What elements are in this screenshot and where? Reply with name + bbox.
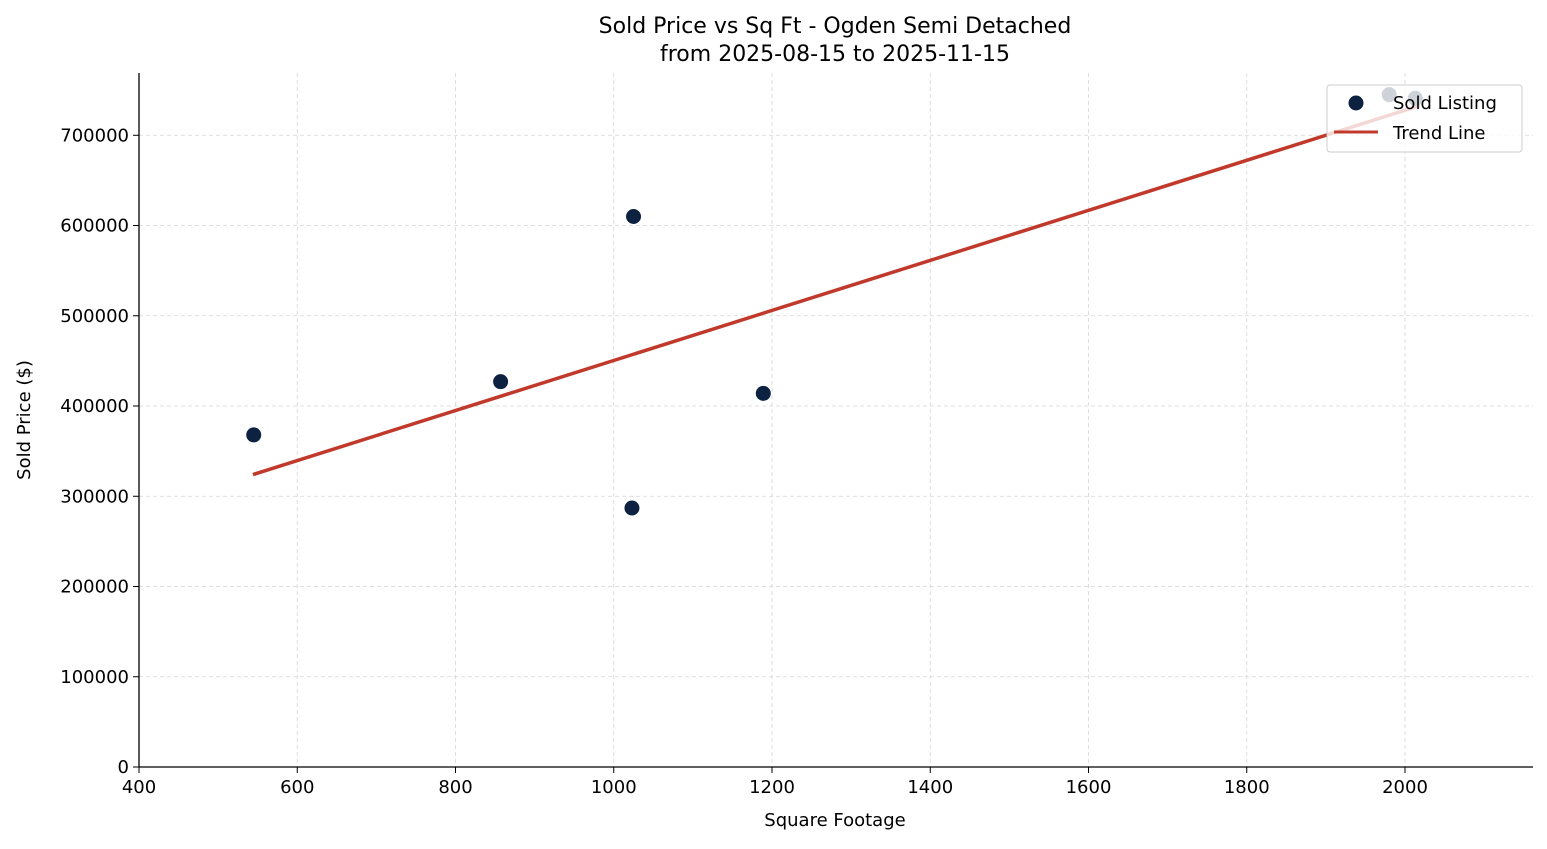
x-tick-label: 1800 [1224, 777, 1270, 798]
y-tick-label: 700000 [60, 125, 129, 146]
x-tick-label: 2000 [1382, 777, 1428, 798]
legend: Sold Listing Trend Line [1326, 84, 1523, 153]
y-tick-label: 300000 [60, 486, 129, 507]
grid [138, 73, 1533, 768]
legend-label-sold-listing: Sold Listing [1393, 93, 1497, 114]
sold-listing-point [626, 208, 642, 224]
legend-label-trend-line: Trend Line [1392, 123, 1486, 144]
sold-listing-point [246, 427, 262, 443]
trend-line [252, 103, 1421, 477]
x-axis-label: Square Footage [764, 810, 905, 831]
marks [246, 87, 1423, 516]
ticks: 400 600 800 1000 1200 1400 1600 1800 2000 0 100000… [60, 125, 1428, 798]
x-tick-label: 400 [122, 777, 156, 798]
legend-marker-sold-listing [1348, 95, 1364, 111]
y-tick-label: 400000 [60, 396, 129, 417]
chart-subtitle: from 2025-08-15 to 2025-11-15 [660, 42, 1010, 67]
x-tick-label: 800 [438, 777, 472, 798]
y-tick-label: 200000 [60, 577, 129, 598]
sold-listing-point [624, 500, 640, 516]
sold-listing-point [755, 385, 771, 401]
y-axis-label: Sold Price ($) [14, 360, 35, 480]
y-tick-label: 100000 [60, 667, 129, 688]
y-tick-label: 0 [118, 757, 129, 778]
sold-listing-point [493, 374, 509, 390]
x-tick-label: 1000 [591, 777, 637, 798]
y-tick-label: 500000 [60, 306, 129, 327]
legend-box [1326, 84, 1523, 153]
y-tick-label: 600000 [60, 216, 129, 237]
x-tick-label: 1600 [1066, 777, 1112, 798]
x-tick-label: 1400 [907, 777, 953, 798]
x-tick-label: 1200 [749, 777, 795, 798]
chart-title: Sold Price vs Sq Ft - Ogden Semi Detache… [599, 14, 1072, 39]
x-tick-label: 600 [280, 777, 314, 798]
